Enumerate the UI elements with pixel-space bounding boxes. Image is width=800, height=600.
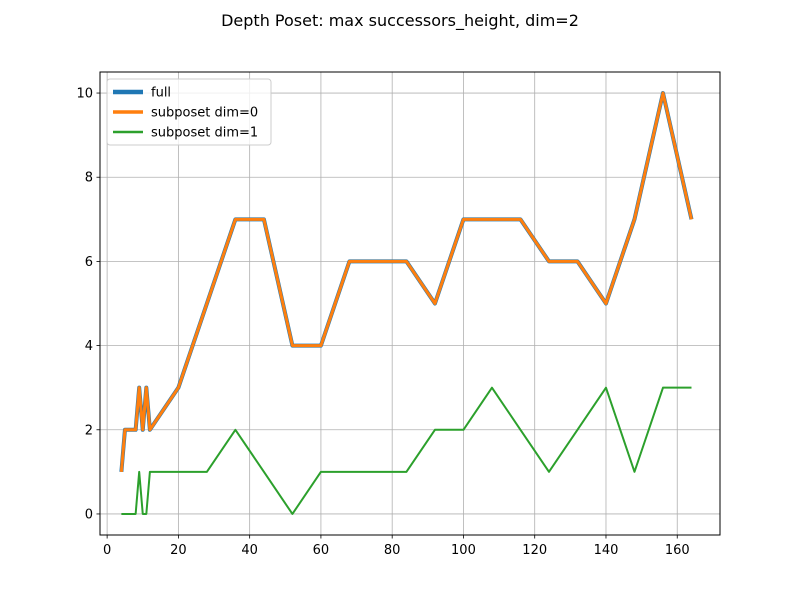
y-tick-label: 2 [85, 423, 93, 438]
y-tick-label: 4 [85, 339, 93, 354]
x-tick-label: 80 [384, 543, 401, 558]
y-tick-label: 8 [85, 171, 93, 186]
plot-frame [99, 71, 721, 536]
chart-title: Depth Poset: max successors_height, dim=… [221, 11, 579, 31]
legend: full subposet dim=0 subposet dim=1 [106, 78, 272, 146]
x-tick-label: 20 [170, 543, 187, 558]
axis-ticks: 0 20 40 60 80 100 120 140 160 0 2 4 6 8 10 [76, 87, 689, 558]
legend-label: full [151, 86, 171, 101]
legend-label: subposet dim=1 [151, 126, 258, 141]
x-tick-label: 120 [522, 543, 547, 558]
series-line-2 [119, 91, 693, 472]
x-tick-label: 60 [313, 543, 330, 558]
legend-label: subposet dim=0 [151, 106, 258, 121]
grid [100, 72, 720, 535]
y-tick-label: 6 [85, 255, 93, 270]
y-tick-label: 10 [76, 87, 93, 102]
series-lines [119, 91, 694, 515]
x-tick-label: 140 [594, 543, 619, 558]
x-tick-label: 100 [451, 543, 476, 558]
series-line-3 [121, 386, 692, 515]
x-tick-label: 160 [665, 543, 690, 558]
x-tick-label: 0 [103, 543, 111, 558]
legend-box [106, 78, 272, 146]
y-tick-label: 0 [85, 507, 93, 522]
x-tick-label: 40 [241, 543, 258, 558]
